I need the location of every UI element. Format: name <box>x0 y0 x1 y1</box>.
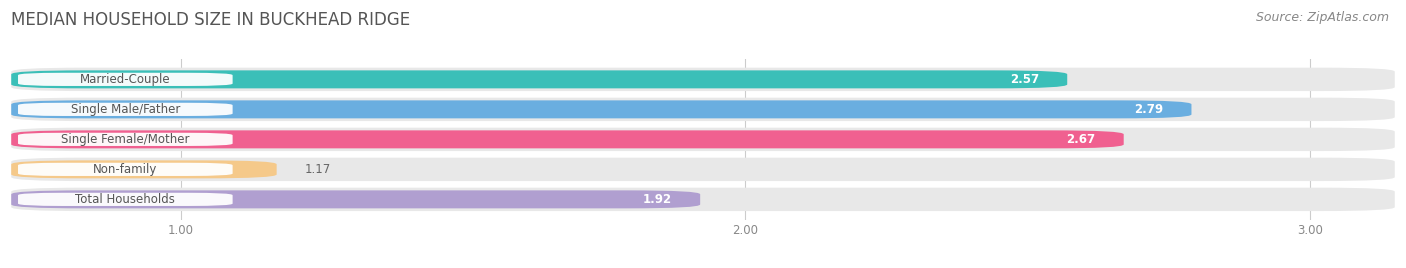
Text: Non-family: Non-family <box>93 163 157 176</box>
Text: 2.67: 2.67 <box>1066 133 1095 146</box>
FancyBboxPatch shape <box>11 188 1395 211</box>
FancyBboxPatch shape <box>18 103 232 116</box>
FancyBboxPatch shape <box>11 98 1395 121</box>
Text: Married-Couple: Married-Couple <box>80 73 170 86</box>
FancyBboxPatch shape <box>18 193 232 206</box>
Text: Single Male/Father: Single Male/Father <box>70 103 180 116</box>
FancyBboxPatch shape <box>11 190 700 208</box>
FancyBboxPatch shape <box>18 163 232 176</box>
FancyBboxPatch shape <box>11 160 277 178</box>
FancyBboxPatch shape <box>18 73 232 86</box>
Text: Source: ZipAtlas.com: Source: ZipAtlas.com <box>1256 11 1389 24</box>
FancyBboxPatch shape <box>11 130 1123 148</box>
Text: 1.17: 1.17 <box>305 163 332 176</box>
Text: 2.79: 2.79 <box>1135 103 1163 116</box>
Text: Single Female/Mother: Single Female/Mother <box>60 133 190 146</box>
Text: MEDIAN HOUSEHOLD SIZE IN BUCKHEAD RIDGE: MEDIAN HOUSEHOLD SIZE IN BUCKHEAD RIDGE <box>11 11 411 29</box>
Text: 1.92: 1.92 <box>643 193 672 206</box>
Text: 2.57: 2.57 <box>1010 73 1039 86</box>
FancyBboxPatch shape <box>11 158 1395 181</box>
Text: Total Households: Total Households <box>76 193 176 206</box>
FancyBboxPatch shape <box>11 68 1395 91</box>
FancyBboxPatch shape <box>11 128 1395 151</box>
FancyBboxPatch shape <box>18 133 232 146</box>
FancyBboxPatch shape <box>11 70 1067 88</box>
FancyBboxPatch shape <box>11 100 1191 118</box>
